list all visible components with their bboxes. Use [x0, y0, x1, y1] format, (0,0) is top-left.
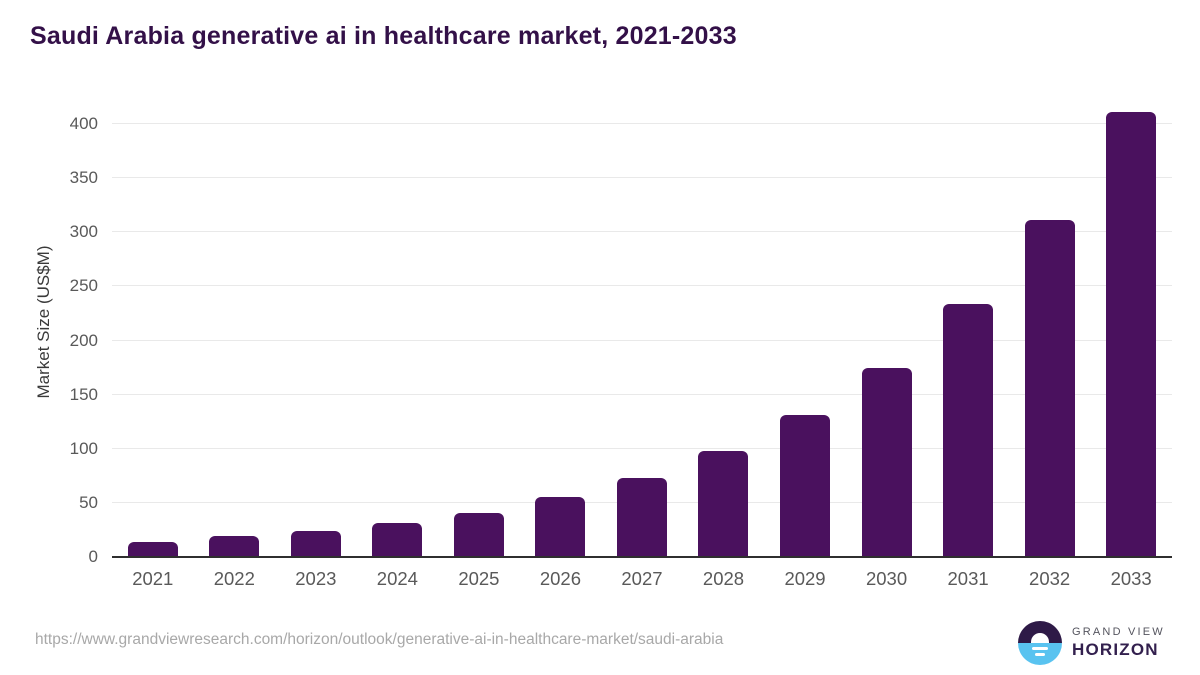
y-tick-label: 300 — [69, 222, 98, 242]
brand-logo: GRAND VIEW HORIZON — [1018, 621, 1165, 665]
bar-slot — [764, 124, 846, 557]
y-tick-label: 100 — [69, 438, 98, 458]
bar-slot — [357, 124, 439, 557]
bar-2032[interactable] — [1024, 220, 1075, 557]
bar-2021[interactable] — [127, 541, 178, 557]
gridline — [112, 393, 1172, 395]
x-tick-label-2023: 2023 — [295, 568, 337, 589]
bar-slot — [275, 124, 357, 557]
bar-slot — [1009, 124, 1091, 557]
bar-2031[interactable] — [943, 303, 994, 557]
bar-slot — [927, 124, 1009, 557]
bars-container — [112, 112, 1172, 557]
plot-area — [112, 112, 1172, 558]
x-tick-label-2025: 2025 — [458, 568, 500, 589]
logo-text-horizon: HORIZON — [1072, 640, 1159, 659]
gridline — [112, 447, 1172, 449]
y-tick-label: 200 — [69, 330, 98, 350]
bar-slot — [683, 124, 765, 557]
gridline — [112, 177, 1172, 179]
bar-2024[interactable] — [372, 523, 423, 557]
x-tick-label-2022: 2022 — [213, 568, 255, 589]
x-tick-label-2032: 2032 — [1029, 568, 1071, 589]
gridline — [112, 339, 1172, 341]
x-axis-tick-labels: 2021 2022 2023 2024 2025 2026 2027 2028 2029 2030… — [112, 568, 1172, 590]
bar-slot — [601, 124, 683, 557]
x-tick-label-2026: 2026 — [539, 568, 581, 589]
y-tick-label: 0 — [88, 547, 98, 566]
x-tick-label-2028: 2028 — [702, 568, 745, 589]
x-tick-label-2029: 2029 — [784, 568, 826, 589]
gridline — [112, 123, 1172, 124]
x-tick-label-2033: 2033 — [1110, 568, 1152, 589]
chart-title: Saudi Arabia generative ai in healthcare… — [30, 22, 737, 50]
y-tick-label: 150 — [69, 384, 98, 404]
y-tick-label: 350 — [69, 168, 98, 188]
bar-2023[interactable] — [290, 531, 341, 557]
bar-slot — [520, 124, 602, 557]
bar-slot — [1090, 112, 1172, 557]
y-tick-label: 400 — [69, 114, 98, 133]
bar-slot — [438, 124, 520, 557]
bar-2025[interactable] — [453, 512, 504, 557]
y-axis-tick-labels: 0 50 100 150 200 250 300 350 400 — [30, 114, 98, 566]
bar-2030[interactable] — [861, 367, 912, 557]
horizon-sun-icon — [1018, 621, 1062, 665]
x-tick-label-2030: 2030 — [865, 568, 908, 589]
x-tick-label-2021: 2021 — [132, 568, 174, 589]
x-axis-line — [112, 556, 1172, 558]
bar-2026[interactable] — [535, 497, 586, 557]
bar-2028[interactable] — [698, 450, 749, 557]
x-tick-label-2024: 2024 — [376, 568, 418, 589]
bar-slot — [112, 124, 194, 557]
bar-slot — [846, 124, 928, 557]
bar-2033[interactable] — [1106, 112, 1157, 557]
bar-2022[interactable] — [209, 536, 260, 557]
x-tick-label-2031: 2031 — [947, 568, 989, 589]
gridline — [112, 285, 1172, 287]
y-tick-label: 250 — [69, 276, 98, 296]
logo-text-grand-view: GRAND VIEW — [1072, 626, 1165, 638]
x-tick-label-2027: 2027 — [621, 568, 663, 589]
bar-2027[interactable] — [616, 477, 667, 557]
y-tick-label: 50 — [79, 492, 98, 512]
gridline — [112, 231, 1172, 233]
bar-2029[interactable] — [780, 415, 831, 557]
source-url: https://www.grandviewresearch.com/horizo… — [35, 631, 724, 648]
bar-slot — [194, 124, 276, 557]
